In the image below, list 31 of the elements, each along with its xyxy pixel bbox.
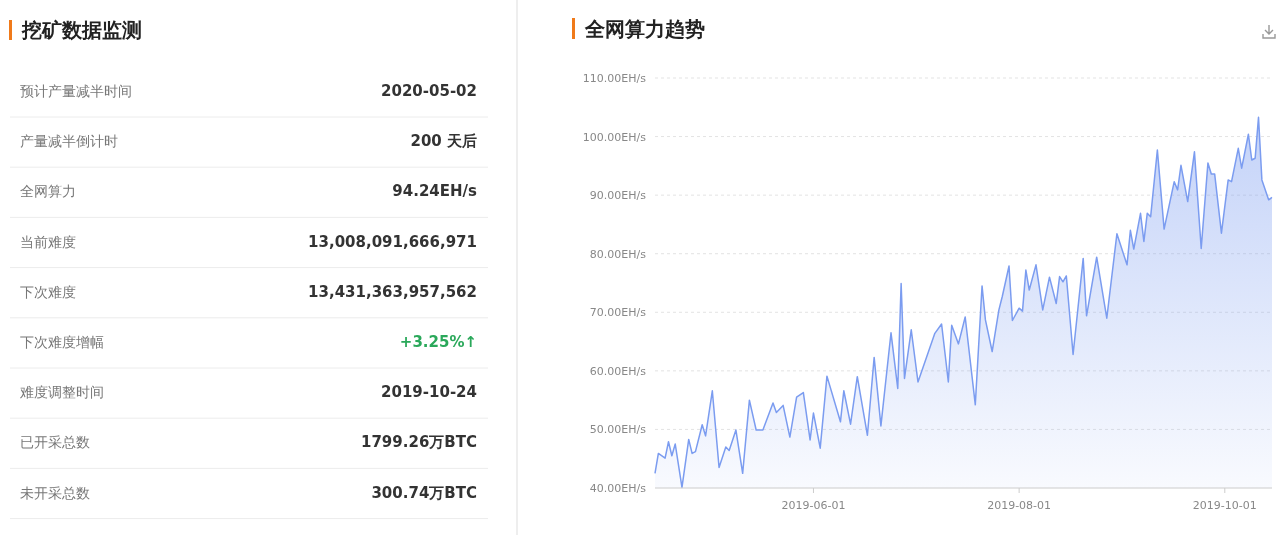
category-label: 难度调整时间 <box>19 384 104 401</box>
category-label: 当前难度 <box>20 233 76 250</box>
category-label: 全网算力 <box>20 183 76 200</box>
category-label: 下次难度 <box>20 283 76 300</box>
text: 200 天后 <box>410 132 477 151</box>
text: +3.25%↑ <box>399 333 477 351</box>
category-label: 预计产量减半时间 <box>20 83 132 99</box>
y-tick-label: 50.00EH/s <box>589 423 647 437</box>
category-label: 未开采总数 <box>20 484 90 501</box>
text: 300.74万BTC <box>371 483 477 502</box>
y-tick-label: 60.00EH/s <box>589 364 647 378</box>
y-tick-label: 80.00EH/s <box>589 247 647 261</box>
category-label: 产量减半倒计时 <box>20 133 118 150</box>
x-tick-label: 2019-06-01 <box>781 499 846 512</box>
text: 1799.26万BTC <box>361 433 477 452</box>
text: 挖矿数据监测 <box>21 18 142 42</box>
y-tick-label: 90.00EH/s <box>589 189 647 203</box>
y-tick-label: 100.00EH/s <box>582 130 647 144</box>
category-label: 下次难度增幅 <box>20 334 104 350</box>
text: 2020-05-02 <box>381 82 477 100</box>
y-tick-label: 40.00EH/s <box>589 482 647 495</box>
y-tick-label: 70.00EH/s <box>589 306 647 320</box>
chart-title: 全网算力趋势 <box>584 17 705 41</box>
category-label: 已开采总数 <box>20 434 90 451</box>
y-tick-label: 110.00EH/s <box>582 72 647 85</box>
x-tick-label: 2019-08-01 <box>987 499 1052 512</box>
text: 13,431,363,957,562 <box>308 282 477 301</box>
text: 2019-10-24 <box>381 383 477 402</box>
x-tick-label: 2019-10-01 <box>1192 499 1257 512</box>
text: 94.24EH/s <box>392 182 477 201</box>
text: 13,008,091,666,971 <box>308 232 477 251</box>
